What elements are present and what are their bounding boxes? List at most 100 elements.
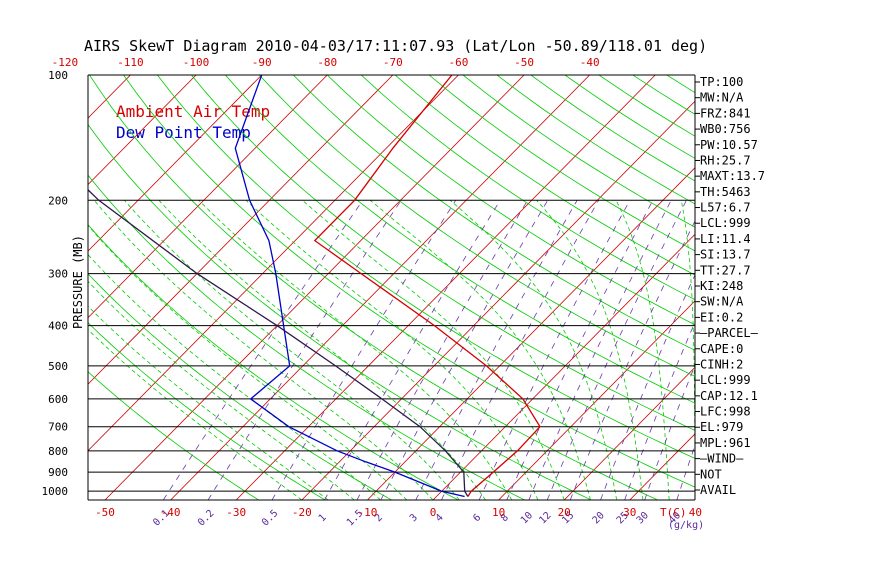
top-temperature-tick-label: -110 [117,56,144,69]
dry-adiabat-line [326,75,695,326]
stability-index-label: FRZ:841 [700,106,751,120]
isotherm-line [88,75,262,252]
chart-title: AIRS SkewT Diagram 2010-04-03/17:11:07.9… [84,37,707,55]
stability-index-label: L57:6.7 [700,201,751,215]
moist-adiabat-line [88,280,355,500]
mixing-ratio-line [271,200,457,500]
mixing-ratio-tick-label: 1 [317,512,329,524]
axes [87,74,696,501]
background-lines [0,75,870,500]
stability-index-label: EL:979 [700,420,743,434]
top-temperature-tick-label: -70 [383,56,403,69]
moist-adiabat-line [124,200,460,500]
isotherm-line [88,75,131,119]
moist-adiabat-line [245,200,539,500]
dry-adiabat-line [394,75,695,276]
top-temperature-tick-label: -60 [449,56,469,69]
dry-adiabat-line [88,123,592,500]
pressure-tick-label: 700 [48,421,68,434]
isotherm-line [88,75,197,186]
stability-index-label: RH:25.7 [700,153,751,167]
dry-adiabat-line [88,224,459,500]
stability-index-label: —PARCEL— [700,326,759,340]
dry-adiabat-line [88,322,326,500]
bottom-temperature-tick-label: 10 [492,506,505,519]
mixing-ratio-tick-label: 20 [591,510,607,526]
legend-dewpoint: Dew Point Temp [116,123,251,142]
stability-index-label: LI:11.4 [700,232,751,246]
top-temperature-tick-label: -100 [183,56,210,69]
mixing-ratio-line [644,364,695,500]
stability-index-label: TP:100 [700,75,743,89]
stability-index-label: WB0:756 [700,122,751,136]
isotherm-line [88,75,459,452]
dry-adiabat-line [462,75,695,228]
stability-index-label: AVAIL [700,483,736,497]
top-temperature-tick-label: -50 [514,56,534,69]
bottom-temperature-tick-label: -50 [95,506,115,519]
mixing-ratio-tick-label: 0.5 [260,508,281,529]
moist-adiabat-line [449,199,618,500]
stability-index-label: PW:10.57 [700,138,758,152]
stability-index-label: CINH:2 [700,357,743,371]
isotherm-line [761,75,870,500]
dry-adiabat-line [666,75,695,94]
bottom-temperature-tick-label: -10 [357,506,377,519]
bottom-temperature-tick-label: 0 [430,506,437,519]
moist-adiabat-line [302,199,565,500]
bottom-temperature-tick-label: 20 [558,506,571,519]
stability-index-label: SW:N/A [700,295,744,309]
moist-adiabat-line [88,224,408,500]
isotherm-line [301,100,695,500]
isotherm-line [827,75,870,500]
dry-adiabat-line [123,75,695,488]
stability-index-label: SI:13.7 [700,248,751,262]
isotherm-line [235,75,656,500]
stability-index-label: NOT [700,467,722,481]
pressure-tick-label: 200 [48,194,68,207]
mixing-ratio-line [441,200,599,500]
mixing-ratio-line [546,200,687,500]
mixing-ratio-line [162,200,364,500]
pressure-tick-label: 800 [48,445,68,458]
bottom-temperature-tick-label: -30 [226,506,246,519]
dewpoint-temp-line [234,75,465,498]
stability-index-label: CAP:12.1 [700,389,758,403]
mixing-ratio-tick-label: 12 [537,510,553,526]
top-temperature-tick-label: -40 [580,56,600,69]
stability-index-label: KI:248 [700,279,743,293]
dry-adiabat-line [293,75,695,351]
mixing-ratio-line [415,200,578,500]
isotherm-line [88,75,328,319]
stability-index-label: CAPE:0 [700,342,743,356]
stability-index-label: LCL:999 [700,373,751,387]
parcel-line [88,188,469,497]
mixing-ratio-line [506,200,654,500]
dry-adiabat-line [157,75,695,459]
pressure-tick-label: 900 [48,466,68,479]
moist-adiabat-line [536,200,644,500]
mixing-ratio-line [624,321,695,500]
isotherm-line [88,75,394,385]
isotherm-line [104,75,525,500]
mixing-ratio-line [676,444,695,500]
stability-index-label: LCL:999 [700,216,751,230]
stability-index-label: TT:27.7 [700,263,751,277]
top-temperature-tick-label: -120 [52,56,79,69]
moist-adiabat-line [88,305,329,500]
stability-index-label: MAXT:13.7 [700,169,765,183]
ambient-temp-line [313,75,541,497]
mixing-ratio-line [356,200,528,500]
dry-adiabat-line [88,273,392,500]
stability-index-label: MW:N/A [700,91,744,105]
isotherm-line [498,300,695,500]
moist-adiabat-line [158,200,486,500]
stability-index-label: MPL:961 [700,436,751,450]
moist-adiabat-line [198,200,513,500]
dry-adiabat-line [496,75,695,205]
dry-adiabat-line [428,75,695,252]
isotherm-line [0,75,65,500]
legend-ambient: Ambient Air Temp [116,102,270,121]
stability-index-label: LFC:998 [700,405,751,419]
